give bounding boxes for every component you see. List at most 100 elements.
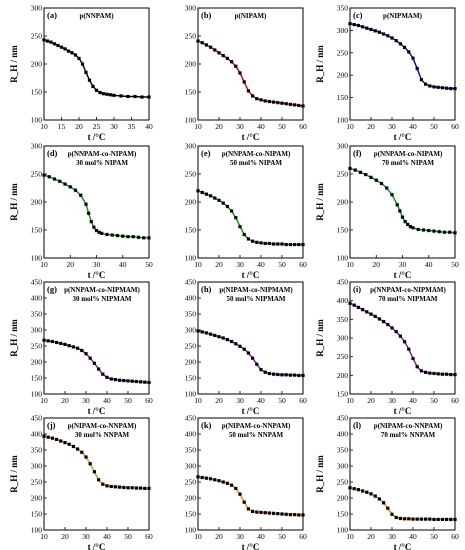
- data-point: [416, 227, 420, 232]
- data-point: [234, 64, 238, 68]
- x-tick-label: 40: [103, 532, 111, 541]
- data-point: [272, 100, 276, 104]
- data-point: [365, 26, 369, 30]
- data-point: [46, 435, 50, 439]
- y-tick-label: 100: [337, 526, 349, 535]
- data-point: [361, 25, 365, 29]
- x-tick-label: 10: [346, 260, 354, 269]
- x-tick-label: 20: [215, 532, 223, 541]
- data-point: [386, 506, 390, 510]
- data-point: [94, 88, 99, 92]
- data-point: [246, 237, 250, 241]
- data-point: [364, 172, 368, 177]
- data-point: [73, 188, 78, 192]
- data-point: [42, 434, 46, 438]
- panel-subtitle: 50 mol% NIPAM: [230, 159, 282, 167]
- y-tick-label: 200: [31, 494, 43, 503]
- y-tick-label: 200: [31, 358, 43, 367]
- plot-frame: [349, 7, 456, 121]
- x-tick-label: 10: [194, 122, 202, 131]
- data-point: [348, 166, 352, 170]
- y-axis-label: R_H / nm: [9, 455, 19, 493]
- y-tick-label: 150: [31, 510, 43, 519]
- x-tick-label: 30: [82, 396, 90, 405]
- data-point: [432, 371, 436, 376]
- data-point: [200, 41, 204, 45]
- x-tick-label: 20: [67, 260, 75, 269]
- y-tick-label: 250: [185, 478, 197, 487]
- data-point: [126, 94, 130, 99]
- data-point: [71, 444, 75, 449]
- chart-panel: 10 15 20 25 30 35 40 100 150 200 250 300 (a) p(NNPAM)…: [9, 4, 153, 143]
- x-tick-label: 60: [299, 532, 307, 541]
- data-point: [407, 517, 411, 521]
- data-point: [84, 455, 88, 459]
- data-point: [288, 242, 292, 247]
- y-tick-label: 300: [337, 26, 349, 35]
- data-point: [403, 340, 407, 344]
- data-point: [209, 332, 213, 336]
- data-point: [255, 510, 259, 514]
- panel-subtitle: 30 mol% NIPMAM: [72, 295, 131, 303]
- panel-subtitle: 70 mol% NIPAM: [382, 159, 434, 167]
- data-point: [365, 310, 369, 314]
- data-point: [87, 211, 91, 215]
- panel-tag: (d): [47, 148, 58, 158]
- data-point: [280, 242, 284, 246]
- x-axis-label: t /°C: [88, 542, 106, 550]
- data-point: [386, 34, 390, 38]
- data-point: [230, 483, 234, 487]
- data-point: [436, 372, 440, 376]
- data-point: [267, 241, 271, 246]
- data-point: [263, 511, 267, 515]
- data-point: [369, 27, 373, 32]
- data-point: [196, 189, 200, 193]
- plot-frame: [197, 417, 304, 531]
- y-tick-label: 250: [337, 478, 349, 487]
- data-point: [59, 45, 64, 49]
- x-axis-label: t /°C: [88, 406, 106, 416]
- data-point: [92, 225, 96, 229]
- data-point: [263, 370, 267, 374]
- fit-line: [43, 339, 150, 384]
- y-tick-label: 150: [337, 226, 349, 235]
- data-point: [204, 43, 208, 47]
- data-point: [242, 347, 246, 351]
- y-tick-label: 200: [185, 494, 197, 503]
- panel-tag: (a): [47, 10, 57, 20]
- data-point: [73, 53, 78, 57]
- y-tick-label: 400: [337, 430, 349, 439]
- data-point: [130, 379, 134, 383]
- x-tick-label: 50: [145, 260, 153, 269]
- data-point: [301, 513, 305, 517]
- panel-tag: (k): [201, 420, 212, 430]
- data-point: [382, 319, 386, 324]
- y-tick-label: 300: [31, 4, 43, 13]
- data-point: [200, 190, 204, 195]
- x-tick-label: 20: [61, 396, 69, 405]
- x-axis-label: t /°C: [88, 270, 106, 280]
- data-point: [50, 339, 54, 344]
- data-point: [225, 338, 229, 342]
- plot-frame: [43, 417, 150, 531]
- data-point: [196, 475, 200, 479]
- data-point: [352, 303, 356, 307]
- data-point: [411, 56, 415, 60]
- data-point: [449, 517, 453, 522]
- x-axis-label: t /°C: [394, 406, 412, 416]
- y-tick-label: 250: [337, 48, 349, 57]
- panel-title: p(NNPAM-co-NIPAM): [68, 150, 137, 158]
- data-point: [284, 102, 288, 106]
- y-tick-label: 450: [185, 414, 197, 423]
- data-point: [58, 179, 62, 183]
- y-tick-label: 250: [31, 478, 43, 487]
- data-point: [200, 475, 204, 480]
- data-point: [217, 198, 221, 202]
- data-point: [101, 372, 105, 376]
- data-point: [369, 175, 373, 179]
- y-tick-label: 250: [337, 170, 349, 179]
- x-tick-label: 20: [61, 532, 69, 541]
- x-tick-label: 60: [299, 260, 307, 269]
- data-point: [101, 92, 106, 96]
- data-point: [424, 370, 428, 374]
